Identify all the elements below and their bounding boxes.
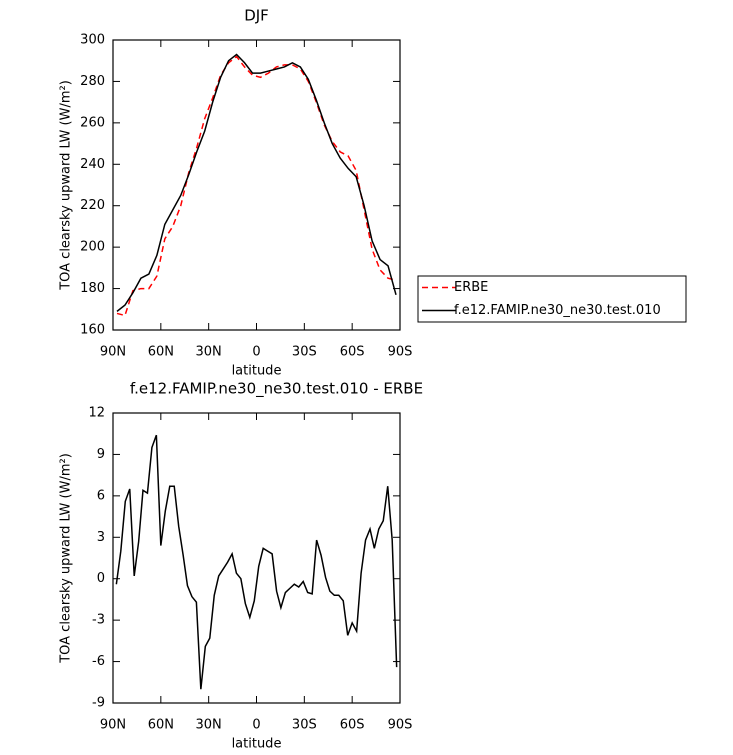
y-tick-label: 6 xyxy=(97,488,105,503)
x-tick-label: 90N xyxy=(100,718,126,733)
plot-frame xyxy=(112,412,401,704)
x-tick-label: 60S xyxy=(340,345,365,360)
plot: f.e12.FAMIP.ne30_ne30.test.010 - ERBE lat… xyxy=(59,380,424,752)
y-axis-label: TOA clearsky upward LW (W/m²) xyxy=(59,80,74,291)
legend-box xyxy=(417,275,687,323)
x-tick-label: 60N xyxy=(148,718,174,733)
x-axis-label: latitude xyxy=(232,364,282,379)
chart-title: DJF xyxy=(244,7,269,25)
y-tick-label: 220 xyxy=(80,198,105,213)
y-tick-label: -6 xyxy=(92,654,105,669)
x-axis-label: latitude xyxy=(232,737,282,752)
chart-title: f.e12.FAMIP.ne30_ne30.test.010 - ERBE xyxy=(130,380,423,399)
y-tick-label: 200 xyxy=(80,240,105,255)
plot: DJF latitude TOA clearsky upward LW (W/m²)… xyxy=(59,7,687,379)
y-tick-label: 12 xyxy=(88,406,105,421)
legend-label: ERBE xyxy=(454,280,488,295)
y-tick-label: 0 xyxy=(97,571,105,586)
y-axis-label: TOA clearsky upward LW (W/m²) xyxy=(59,453,74,664)
y-tick-label: 300 xyxy=(80,33,105,48)
legend-label: f.e12.FAMIP.ne30_ne30.test.010 xyxy=(454,303,661,318)
y-tick-label: 180 xyxy=(80,281,105,296)
x-tick-label: 30N xyxy=(196,345,222,360)
data-line xyxy=(116,55,397,317)
data-line xyxy=(115,434,398,690)
x-tick-label: 90N xyxy=(100,345,126,360)
x-tick-label: 0 xyxy=(252,345,260,360)
data-line xyxy=(116,53,397,312)
y-tick-label: 160 xyxy=(80,323,105,338)
x-tick-label: 30S xyxy=(292,718,317,733)
x-tick-label: 60S xyxy=(340,718,365,733)
x-tick-label: 0 xyxy=(252,718,260,733)
y-tick-label: -9 xyxy=(92,696,105,711)
x-tick-label: 90S xyxy=(388,345,413,360)
y-tick-label: 240 xyxy=(80,157,105,172)
y-tick-label: -3 xyxy=(92,613,105,628)
y-tick-label: 280 xyxy=(80,74,105,89)
y-tick-label: 3 xyxy=(97,530,105,545)
x-tick-label: 90S xyxy=(388,718,413,733)
x-tick-label: 30N xyxy=(196,718,222,733)
plot-frame xyxy=(112,39,401,331)
x-tick-label: 30S xyxy=(292,345,317,360)
x-tick-label: 60N xyxy=(148,345,174,360)
y-tick-label: 9 xyxy=(97,447,105,462)
y-tick-label: 260 xyxy=(80,115,105,130)
